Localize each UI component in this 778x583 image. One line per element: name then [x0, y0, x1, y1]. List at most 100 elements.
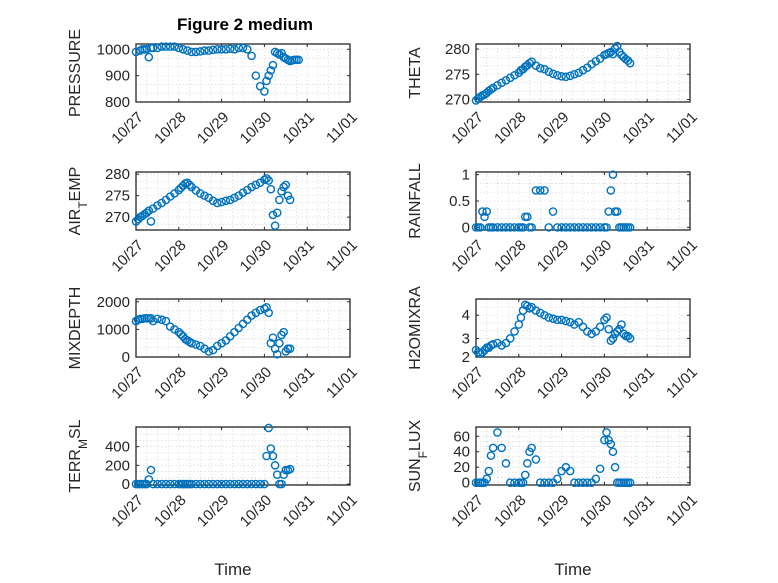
data-point	[523, 212, 532, 222]
data-point	[268, 210, 278, 220]
data-point	[574, 317, 584, 327]
data-point	[247, 51, 256, 61]
data-point	[591, 327, 601, 336]
data-point	[548, 69, 558, 79]
data-point	[570, 69, 579, 79]
data-point	[493, 81, 502, 90]
data-point	[565, 223, 575, 232]
x-tick-label: 11/01	[663, 109, 701, 147]
data-point	[557, 223, 566, 232]
data-point	[565, 466, 575, 476]
x-tick-label: 10/27	[108, 364, 147, 403]
y-tick-label: 275	[105, 188, 130, 205]
data-point	[505, 478, 515, 487]
y-axis-label: AIRTEMP	[67, 167, 90, 236]
x-tick-label: 10/31	[279, 492, 318, 531]
x-tick-label: 10/30	[237, 364, 276, 403]
data-point	[587, 223, 596, 232]
data-point	[540, 310, 549, 320]
data-point	[161, 316, 171, 326]
y-tick-label: 275	[445, 66, 470, 83]
data-point	[264, 423, 273, 433]
data-point	[157, 479, 166, 489]
data-point	[625, 478, 635, 487]
data-point	[260, 479, 269, 489]
data-point	[213, 44, 222, 54]
data-point	[272, 470, 282, 480]
data-point	[523, 301, 532, 311]
data-point	[148, 43, 158, 53]
data-point	[247, 182, 256, 192]
data-point	[540, 64, 549, 74]
data-point	[520, 470, 530, 480]
data-point	[279, 182, 288, 192]
data-point	[195, 189, 205, 198]
x-tick-label: 10/31	[619, 109, 658, 148]
data-point	[565, 71, 575, 81]
data-point	[527, 223, 536, 232]
data-point	[548, 314, 558, 324]
subplot-pressure: 800 900 1000 10/27 10/28 10/29 10/30 10/31 11/01…	[67, 29, 361, 147]
y-axis-label: RAINFALL	[407, 163, 424, 239]
data-point	[516, 313, 526, 322]
y-tick-label: 270	[105, 209, 130, 226]
x-tick-label: 10/27	[448, 237, 487, 276]
x-tick-label: 10/30	[577, 109, 616, 148]
data-point	[251, 180, 261, 190]
data-point	[604, 324, 613, 334]
data-point	[497, 443, 506, 453]
data-point	[266, 338, 276, 348]
data-point	[230, 327, 239, 337]
data-point	[200, 191, 209, 200]
data-point	[591, 223, 601, 232]
data-point	[488, 443, 498, 453]
data-point	[195, 47, 205, 56]
data-point	[553, 474, 562, 484]
data-point	[561, 72, 571, 82]
y-tick-label: 40	[453, 444, 470, 461]
data-point	[574, 478, 584, 487]
data-point	[527, 443, 536, 453]
data-point	[262, 302, 271, 312]
data-point	[191, 340, 201, 349]
data-point	[570, 478, 579, 487]
data-point	[505, 223, 515, 232]
data-point	[510, 70, 519, 80]
data-point	[170, 325, 179, 334]
x-tick-label: 10/31	[279, 237, 318, 276]
x-tick-label: 10/31	[279, 109, 318, 148]
data-point	[251, 479, 261, 489]
x-tick-label: 10/31	[619, 364, 658, 403]
data-point	[157, 315, 166, 325]
data-point	[553, 315, 562, 325]
data-point	[281, 180, 291, 190]
y-axis-label: MIXDEPTH	[67, 287, 84, 370]
data-point	[230, 44, 239, 54]
data-point	[204, 347, 214, 356]
data-point	[561, 316, 571, 326]
data-point	[285, 464, 295, 474]
data-point	[615, 324, 624, 334]
x-axis-label: Time	[554, 560, 591, 579]
data-point	[501, 76, 511, 85]
data-point	[185, 180, 194, 190]
data-point	[540, 186, 549, 195]
data-point	[531, 186, 541, 195]
data-point	[153, 201, 162, 210]
axes-box	[475, 298, 691, 358]
subplot-theta: 270 275 280 10/27 10/28 10/29 10/30 10/31 11/01 T…	[407, 41, 701, 147]
data-point	[221, 44, 231, 54]
data-point	[221, 479, 231, 489]
x-tick-label: 10/29	[534, 364, 573, 403]
data-point	[604, 207, 613, 216]
data-point	[200, 479, 209, 489]
data-point	[570, 320, 579, 329]
data-point	[225, 195, 235, 205]
y-tick-label: 200	[105, 457, 130, 474]
figure-title: Figure 2 medium	[177, 15, 313, 34]
data-point	[544, 313, 554, 322]
data-point	[268, 60, 278, 70]
data-point	[602, 313, 611, 322]
x-tick-label: 10/28	[491, 492, 530, 531]
